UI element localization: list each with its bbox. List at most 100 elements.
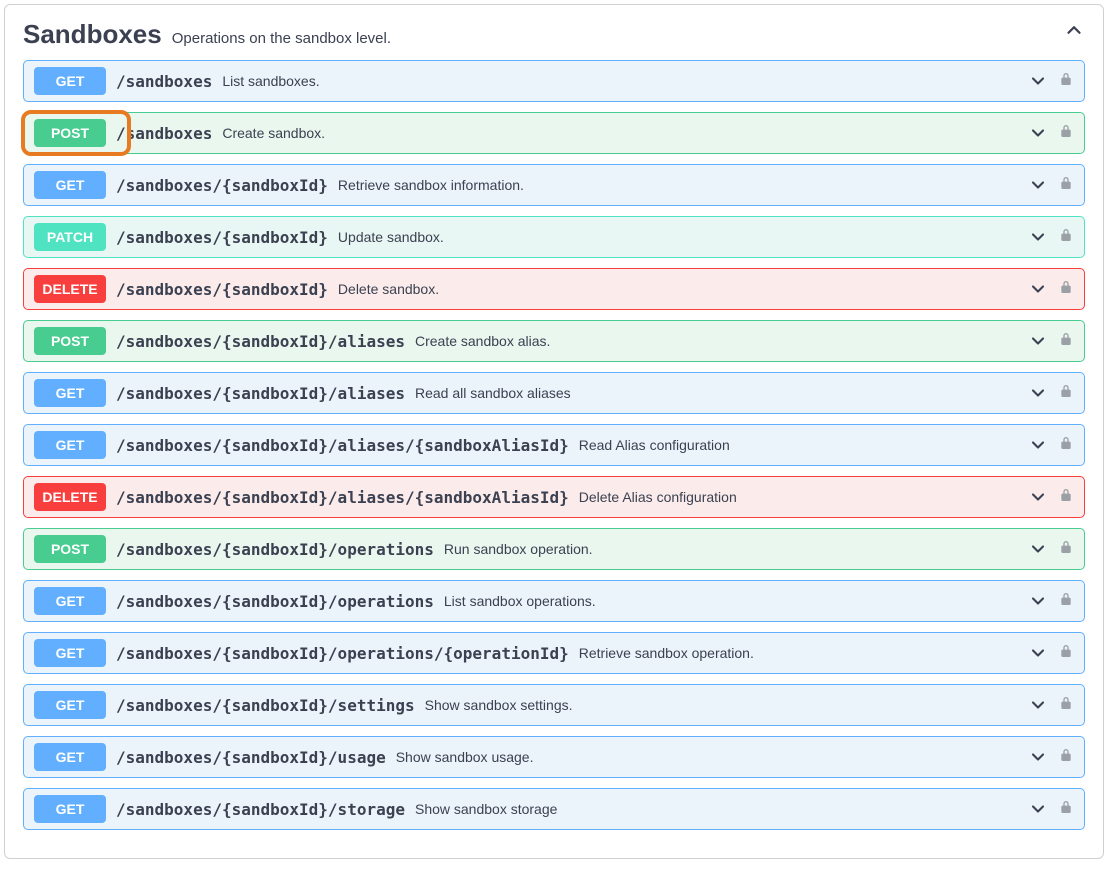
http-method-badge: GET [34,743,106,771]
auth-lock-button[interactable] [1058,331,1074,352]
chevron-down-icon [1028,799,1048,819]
auth-lock-button[interactable] [1058,123,1074,144]
section-title: Sandboxes [23,19,162,50]
expand-operation-button[interactable] [1028,175,1048,195]
chevron-down-icon [1028,643,1048,663]
endpoint-path: /sandboxes/{sandboxId}/aliases/{sandboxA… [116,436,569,455]
operation-row[interactable]: PATCH/sandboxes/{sandboxId}Update sandbo… [23,216,1085,258]
http-method-badge: GET [34,431,106,459]
operation-row[interactable]: GET/sandboxes/{sandboxId}/usage Show sand… [23,736,1085,778]
http-method-badge: POST [34,119,106,147]
lock-icon [1058,539,1074,555]
auth-lock-button[interactable] [1058,539,1074,560]
endpoint-path: /sandboxes/{sandboxId}/storage [116,800,405,819]
auth-lock-button[interactable] [1058,175,1074,196]
chevron-down-icon [1028,539,1048,559]
endpoint-path: /sandboxes/{sandboxId}/operations [116,592,434,611]
chevron-down-icon [1028,279,1048,299]
operation-row[interactable]: DELETE/sandboxes/{sandboxId}Delete sandb… [23,268,1085,310]
endpoint-description: Read Alias configuration [579,437,730,453]
expand-operation-button[interactable] [1028,695,1048,715]
operation-row[interactable]: GET/sandboxes/{sandboxId}/operations/{op… [23,632,1085,674]
auth-lock-button[interactable] [1058,643,1074,664]
endpoint-path: /sandboxes/{sandboxId}/usage [116,748,386,767]
lock-icon [1058,435,1074,451]
operation-row[interactable]: GET/sandboxes/{sandboxId}/aliases/{sandb… [23,424,1085,466]
operation-row[interactable]: POST/sandboxes Create sandbox. [23,112,1085,154]
endpoint-description: Update sandbox. [338,229,444,245]
auth-lock-button[interactable] [1058,799,1074,820]
lock-icon [1058,331,1074,347]
chevron-down-icon [1028,695,1048,715]
http-method-badge: GET [34,795,106,823]
endpoint-path: /sandboxes [116,124,212,143]
http-method-badge: GET [34,379,106,407]
endpoint-path: /sandboxes/{sandboxId}/operations/{opera… [116,644,569,663]
auth-lock-button[interactable] [1058,487,1074,508]
chevron-down-icon [1028,331,1048,351]
auth-lock-button[interactable] [1058,383,1074,404]
expand-operation-button[interactable] [1028,487,1048,507]
expand-operation-button[interactable] [1028,643,1048,663]
endpoint-path: /sandboxes/{sandboxId} [116,176,328,195]
auth-lock-button[interactable] [1058,71,1074,92]
endpoint-description: Create sandbox. [222,125,325,141]
endpoint-path: /sandboxes/{sandboxId}/aliases [116,384,405,403]
section-description: Operations on the sandbox level. [172,30,391,47]
auth-lock-button[interactable] [1058,227,1074,248]
http-method-badge: GET [34,691,106,719]
endpoint-description: Create sandbox alias. [415,333,550,349]
expand-operation-button[interactable] [1028,123,1048,143]
expand-operation-button[interactable] [1028,227,1048,247]
operations-list: GET/sandboxesList sandboxes. POST/sandbox… [23,60,1085,830]
endpoint-path: /sandboxes/{sandboxId}/aliases/{sandboxA… [116,488,569,507]
chevron-down-icon [1028,71,1048,91]
section-header[interactable]: Sandboxes Operations on the sandbox leve… [23,13,1085,60]
expand-operation-button[interactable] [1028,331,1048,351]
expand-operation-button[interactable] [1028,591,1048,611]
endpoint-path: /sandboxes/{sandboxId} [116,280,328,299]
endpoint-description: Show sandbox usage. [396,749,534,765]
http-method-badge: GET [34,587,106,615]
expand-operation-button[interactable] [1028,71,1048,91]
lock-icon [1058,175,1074,191]
operation-row[interactable]: GET/sandboxes/{sandboxId}/operationsList… [23,580,1085,622]
operation-row[interactable]: GET/sandboxesList sandboxes. [23,60,1085,102]
lock-icon [1058,747,1074,763]
operation-row[interactable]: POST/sandboxes/{sandboxId}/aliasesCreate… [23,320,1085,362]
auth-lock-button[interactable] [1058,695,1074,716]
lock-icon [1058,123,1074,139]
operation-row[interactable]: GET/sandboxes/{sandboxId}/settingsShow s… [23,684,1085,726]
auth-lock-button[interactable] [1058,435,1074,456]
http-method-badge: GET [34,171,106,199]
expand-operation-button[interactable] [1028,747,1048,767]
auth-lock-button[interactable] [1058,747,1074,768]
endpoint-path: /sandboxes/{sandboxId}/operations [116,540,434,559]
chevron-down-icon [1028,487,1048,507]
operation-row[interactable]: DELETE/sandboxes/{sandboxId}/aliases/{sa… [23,476,1085,518]
operation-row[interactable]: GET/sandboxes/{sandboxId}/storageShow sa… [23,788,1085,830]
lock-icon [1058,695,1074,711]
expand-operation-button[interactable] [1028,279,1048,299]
expand-operation-button[interactable] [1028,435,1048,455]
collapse-section-button[interactable] [1063,19,1085,41]
expand-operation-button[interactable] [1028,383,1048,403]
expand-operation-button[interactable] [1028,539,1048,559]
operation-row[interactable]: POST/sandboxes/{sandboxId}/operationsRun… [23,528,1085,570]
endpoint-description: Retrieve sandbox information. [338,177,524,193]
http-method-badge: GET [34,639,106,667]
auth-lock-button[interactable] [1058,591,1074,612]
chevron-down-icon [1028,747,1048,767]
operation-row[interactable]: GET/sandboxes/{sandboxId} Retrieve sandbo… [23,164,1085,206]
api-section-container: Sandboxes Operations on the sandbox leve… [4,4,1104,859]
lock-icon [1058,487,1074,503]
http-method-badge: DELETE [34,483,106,511]
operation-row[interactable]: GET/sandboxes/{sandboxId}/aliasesRead al… [23,372,1085,414]
auth-lock-button[interactable] [1058,279,1074,300]
expand-operation-button[interactable] [1028,799,1048,819]
endpoint-description: Run sandbox operation. [444,541,593,557]
endpoint-path: /sandboxes [116,72,212,91]
lock-icon [1058,383,1074,399]
chevron-up-icon [1063,19,1085,41]
http-method-badge: POST [34,327,106,355]
